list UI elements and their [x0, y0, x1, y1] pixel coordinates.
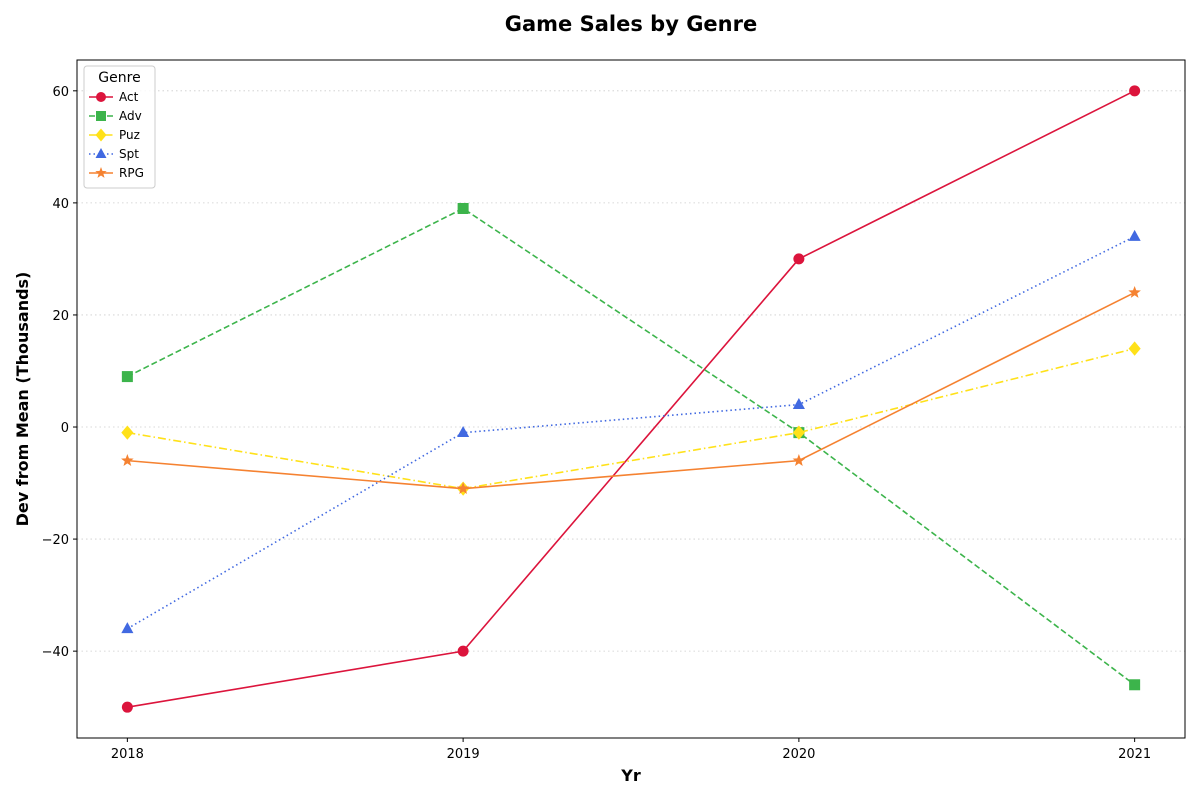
series-line [127, 90, 1135, 708]
data-point [456, 482, 470, 494]
data-point [457, 645, 469, 657]
series-line [127, 347, 1135, 490]
y-tick-label: 0 [61, 421, 69, 436]
legend-label: Spt [119, 147, 139, 161]
data-point [121, 425, 134, 440]
data-point [792, 425, 805, 440]
y-tick-label: −20 [42, 533, 69, 548]
data-point [1128, 341, 1141, 356]
data-point [457, 426, 470, 438]
y-axis-label: Dev from Mean (Thousands) [13, 272, 32, 527]
series-line [127, 207, 1136, 686]
series-line [127, 291, 1135, 490]
data-point [793, 253, 805, 265]
x-tick-label: 2019 [447, 747, 480, 762]
legend-marker [95, 128, 107, 142]
legend-title: Genre [98, 70, 140, 86]
y-tick-label: 40 [52, 197, 69, 212]
legend-label: Adv [119, 109, 142, 123]
series-adv [121, 202, 1141, 691]
data-point [121, 701, 133, 713]
data-point [457, 202, 469, 214]
data-point [792, 454, 806, 466]
ticks: −40 −20 0 20 40 60 2018 2019 2020 2021 [42, 85, 1152, 762]
legend-label: RPG [119, 166, 144, 180]
x-axis-label: Yr [620, 766, 641, 785]
chart-title: Game Sales by Genre [505, 12, 757, 36]
data-point [121, 454, 134, 466]
legend-label: Act [119, 90, 139, 104]
legend-marker [95, 167, 107, 178]
series-line [126, 235, 1135, 630]
x-tick-label: 2021 [1118, 747, 1151, 762]
series-act [121, 85, 1141, 713]
legend-marker [95, 148, 107, 158]
y-tick-label: 20 [52, 309, 69, 324]
series-layer [121, 85, 1141, 713]
data-point [1129, 679, 1141, 691]
legend-marker [96, 92, 106, 102]
x-tick-label: 2018 [111, 747, 144, 762]
legend-label: Puz [119, 128, 140, 142]
data-point [1128, 285, 1141, 298]
data-point [1129, 85, 1141, 97]
plot-frame [76, 59, 1186, 739]
y-tick-label: −40 [42, 645, 69, 660]
data-point [1128, 229, 1141, 241]
legend: Genre Act Adv Puz Spt RPG [83, 65, 156, 189]
y-tick-label: 60 [52, 85, 69, 100]
grid [77, 90, 1185, 652]
data-point [121, 622, 134, 634]
series-rpg [121, 285, 1141, 494]
legend-marker [96, 111, 106, 121]
data-point [792, 398, 805, 410]
x-tick-label: 2020 [782, 747, 815, 762]
data-point [121, 371, 133, 383]
series-spt [121, 229, 1141, 634]
